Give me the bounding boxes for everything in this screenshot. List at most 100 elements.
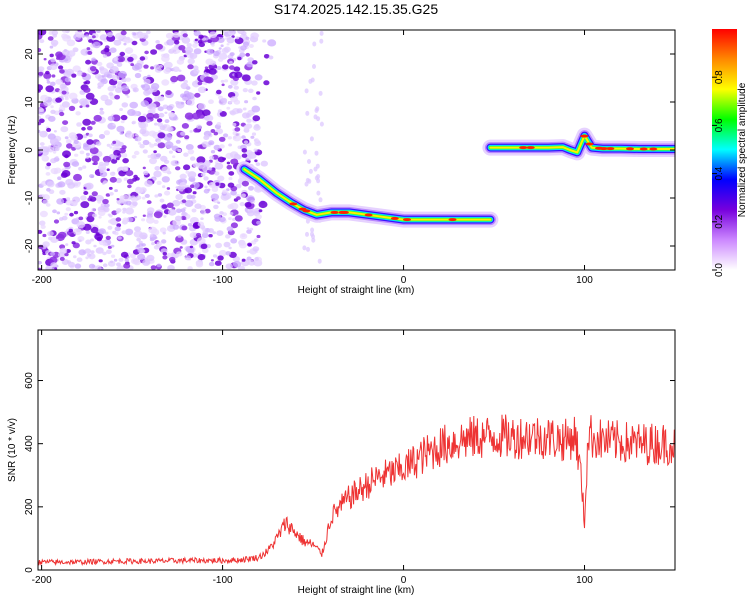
heatmap-noise-cell — [124, 258, 129, 263]
heatmap-noise-cell — [221, 47, 229, 54]
heatmap-noise-cell — [147, 154, 152, 159]
heatmap-noise-cell — [39, 210, 48, 218]
heatmap-noise-cell — [172, 155, 176, 158]
heatmap-noise-cell — [120, 120, 125, 124]
heatmap-noise-cell — [73, 210, 79, 215]
heatmap-noise-cell — [72, 47, 79, 53]
heatmap-noise-cell — [123, 263, 131, 269]
heatmap-noise-cell — [123, 177, 128, 181]
heatmap-noise-cell — [103, 161, 110, 166]
heatmap-noise-cell — [111, 210, 118, 216]
heatmap-noise-cell — [99, 68, 109, 75]
heatmap-noise-cell — [187, 149, 195, 155]
heatmap-noise-cell — [150, 265, 157, 270]
heatmap-noise-cell — [142, 166, 146, 170]
heatmap-y-tick-label: 20 — [24, 48, 35, 60]
heatmap-noise-cell — [173, 51, 177, 55]
heatmap-noise-cell — [61, 30, 68, 33]
heatmap-noise-cell — [101, 75, 105, 78]
heatmap-noise-cell — [226, 226, 234, 232]
heatmap-noise-cell — [241, 74, 251, 82]
heatmap-noise-cell — [71, 161, 80, 167]
heatmap-noise-cell — [46, 203, 51, 207]
heatmap-noise-cell — [161, 166, 170, 174]
heatmap-noise-cell — [50, 81, 56, 87]
heatmap-noise-cell — [184, 46, 194, 54]
heatmap-noise-cell — [146, 112, 155, 120]
heatmap-noise-cell — [68, 261, 75, 268]
heatmap-noise-cell — [50, 251, 56, 256]
heatmap-noise-cell — [122, 217, 129, 223]
heatmap-noise-cell — [194, 92, 201, 98]
heatmap-noise-cell — [203, 176, 209, 181]
heatmap-noise-cell — [91, 191, 98, 197]
heatmap-noise-cell — [247, 57, 254, 63]
heatmap-noise-cell — [91, 155, 100, 163]
heatmap-noise-cell — [226, 43, 230, 46]
heatmap-noise-cell — [168, 127, 173, 131]
heatmap-noise-cell — [55, 51, 63, 58]
heatmap-noise-cell — [115, 217, 122, 222]
snr-x-axis-label: Height of straight line (km) — [298, 585, 415, 596]
heatmap-noise-cell — [218, 47, 222, 50]
heatmap-noise-cell — [242, 88, 248, 93]
heatmap-noise-cell — [59, 111, 65, 117]
heatmap-noise-cell — [154, 194, 159, 198]
heatmap-noise-cell — [241, 180, 249, 187]
heatmap-noise-cell — [98, 228, 106, 235]
snr-x-tick-label: -200 — [32, 575, 52, 586]
heatmap-noise-cell — [141, 243, 146, 247]
heatmap-noise-cell — [118, 257, 124, 262]
heatmap-noise-cell — [235, 36, 240, 40]
heatmap-noise-cell — [255, 162, 261, 167]
heatmap-noise-cell — [155, 43, 163, 50]
heatmap-noise-cell — [319, 38, 324, 44]
heatmap-noise-cell — [106, 168, 110, 171]
heatmap-noise-cell — [85, 230, 90, 234]
heatmap-noise-layer — [38, 30, 324, 270]
heatmap-noise-cell — [83, 87, 91, 93]
heatmap-noise-cell — [96, 61, 103, 67]
heatmap-noise-cell — [78, 166, 83, 171]
heatmap-noise-cell — [311, 237, 316, 243]
heatmap-noise-cell — [207, 228, 214, 233]
heatmap-noise-cell — [113, 56, 119, 62]
heatmap-noise-cell — [164, 119, 170, 124]
heatmap-noise-cell — [146, 254, 155, 262]
heatmap-noise-cell — [103, 130, 110, 136]
heatmap-noise-cell — [213, 144, 221, 151]
heatmap-noise-cell — [220, 44, 224, 47]
heatmap-noise-cell — [142, 259, 151, 266]
heatmap-noise-cell — [59, 247, 68, 254]
heatmap-noise-cell — [262, 39, 267, 43]
heatmap-noise-cell — [172, 66, 180, 72]
heatmap-noise-cell — [309, 136, 314, 142]
heatmap-noise-cell — [181, 199, 187, 203]
heatmap-noise-cell — [45, 70, 50, 75]
heatmap-noise-cell — [98, 259, 103, 263]
heatmap-noise-cell — [104, 99, 113, 106]
heatmap-noise-cell — [232, 122, 237, 127]
colorbar: 0.0 0.2 0.4 0.6 0.8 Normalized spectral ampl… — [712, 29, 748, 277]
heatmap-noise-cell — [142, 149, 148, 154]
heatmap-noise-cell — [217, 57, 224, 62]
heatmap-noise-cell — [97, 82, 104, 88]
heatmap-noise-cell — [204, 134, 210, 139]
heatmap-noise-cell — [46, 80, 51, 84]
heatmap-noise-cell — [214, 162, 224, 170]
heatmap-noise-cell — [197, 254, 206, 261]
heatmap-noise-cell — [256, 234, 261, 239]
heatmap-noise-cell — [39, 142, 45, 146]
heatmap-noise-cell — [92, 162, 96, 165]
heatmap-noise-cell — [109, 176, 117, 183]
heatmap-noise-cell — [144, 180, 153, 187]
heatmap-noise-cell — [241, 262, 248, 267]
heatmap-noise-cell — [156, 263, 162, 268]
heatmap-y-tick-label: -10 — [24, 190, 35, 205]
heatmap-noise-cell — [144, 50, 149, 55]
heatmap-noise-cell — [58, 217, 64, 221]
heatmap-noise-cell — [246, 229, 252, 234]
heatmap-noise-cell — [161, 79, 170, 86]
heatmap-noise-cell — [190, 184, 195, 188]
heatmap-noise-cell — [254, 257, 259, 261]
